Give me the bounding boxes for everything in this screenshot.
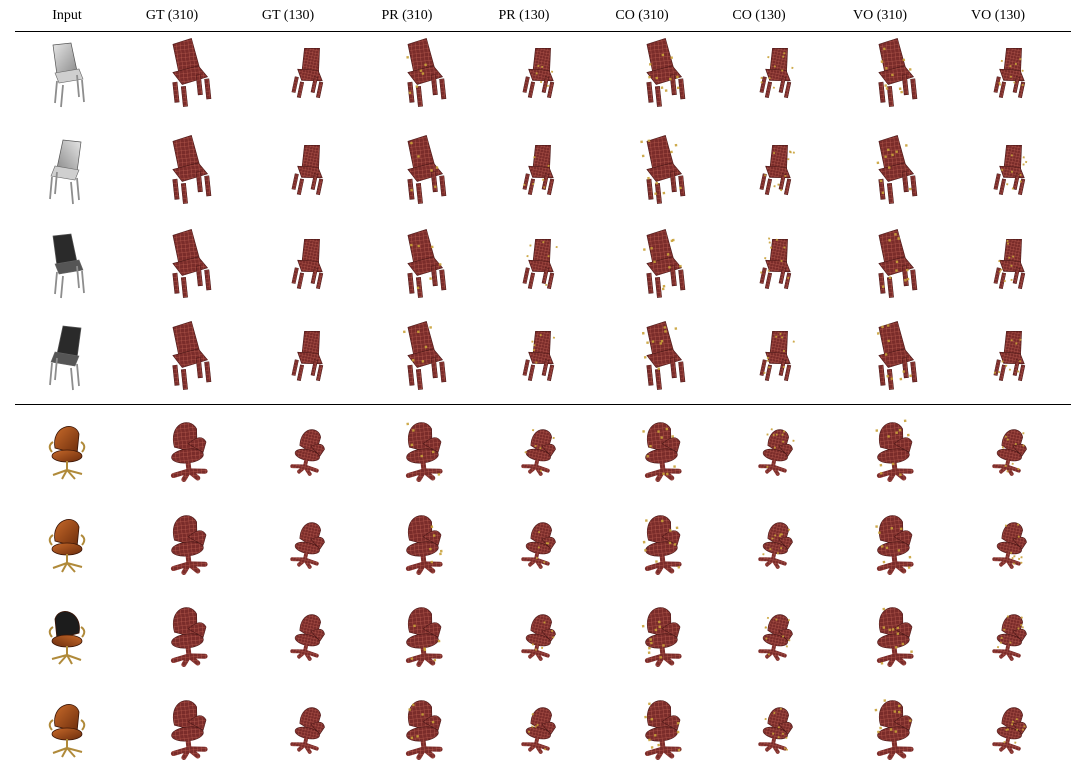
voxel-chair-row5-col7 [875, 419, 914, 482]
voxel-chair-row8-col8 [992, 707, 1027, 754]
voxel-chair-row1-col5 [646, 37, 686, 107]
voxel-chair-row2-col7 [876, 134, 918, 204]
voxel-chair-row4-col7 [876, 320, 918, 390]
column-header-co-310: CO (310) [615, 8, 669, 23]
voxel-chair-row5-col6 [758, 428, 795, 476]
voxel-chair-row3-col2 [291, 239, 324, 290]
voxel-chair-row2-col6 [759, 145, 795, 196]
voxel-chair-row8-col4 [521, 707, 556, 754]
voxel-chair-row8-col2 [290, 707, 325, 754]
voxel-chair-row7-col1 [170, 607, 208, 667]
voxel-chair-row6-col2 [290, 522, 325, 569]
voxel-chair-row8-col5 [644, 700, 682, 760]
column-header-vo-310: VO (310) [852, 8, 908, 23]
voxel-chair-row1-col3 [406, 37, 447, 107]
voxel-chair-row4-col4 [522, 331, 556, 382]
voxel-chair-row4-col8 [993, 331, 1026, 382]
voxel-chair-row5-col8 [992, 429, 1027, 476]
voxel-chair-row6-col1 [170, 515, 208, 575]
voxel-chair-row5-col5 [642, 422, 682, 482]
voxel-chair-row3-col6 [759, 237, 792, 290]
voxel-chair-row3-col4 [522, 239, 558, 290]
column-header-pr-310: PR (310) [381, 8, 433, 23]
header-rule [15, 31, 1071, 32]
voxel-chair-row4-col2 [291, 331, 324, 382]
voxel-chair-row2-col1 [172, 134, 212, 204]
voxel-chair-row6-col4 [521, 522, 556, 569]
voxel-chair-row1-col8 [993, 48, 1026, 99]
voxel-chair-row5-col4 [521, 429, 556, 476]
voxel-chair-row7-col5 [641, 607, 682, 667]
voxel-chair-row6-col3 [405, 515, 443, 575]
group-separator-rule [15, 404, 1071, 405]
black-chair-view-4-icon [49, 325, 82, 391]
voxel-chair-row3-col3 [407, 228, 447, 298]
voxel-chair-row7-col4 [521, 614, 556, 661]
voxel-chair-row3-col1 [172, 228, 212, 298]
column-header-co-130: CO (130) [732, 8, 786, 23]
voxel-chair-row6-col5 [642, 515, 682, 575]
voxel-chair-row1-col7 [878, 37, 918, 107]
voxel-chair-row2-col4 [522, 145, 555, 196]
voxel-chair-row2-col8 [993, 145, 1028, 196]
voxel-chair-row6-col7 [875, 515, 914, 575]
voxel-chair-row7-col7 [876, 607, 914, 667]
black-chair-view-3-icon [52, 233, 85, 299]
voxel-chair-row7-col8 [992, 614, 1027, 661]
gray-chair-view-1-icon [52, 42, 85, 108]
voxel-chair-row2-col5 [640, 134, 686, 204]
voxel-chair-row5-col2 [290, 429, 325, 476]
voxel-chair-row1-col6 [759, 48, 794, 99]
voxel-chair-row8-col7 [874, 699, 914, 760]
voxel-chair-row6-col6 [758, 522, 793, 569]
voxel-chair-row2-col3 [407, 134, 447, 204]
voxel-chair-row4-col5 [641, 320, 686, 390]
gray-chair-view-2-icon [49, 139, 82, 205]
voxel-chair-row7-col6 [758, 614, 793, 661]
column-header-gt-130: GT (130) [261, 8, 315, 23]
office-chair-view-1-icon [48, 426, 86, 480]
voxel-chair-row7-col3 [405, 607, 443, 667]
column-header-pr-130: PR (130) [498, 8, 550, 23]
voxel-chair-row8-col6 [758, 707, 793, 754]
voxel-chair-row4-col3 [402, 320, 447, 390]
voxel-chair-row4-col6 [759, 331, 795, 382]
column-header-gt-310: GT (310) [145, 8, 199, 23]
voxel-chair-row5-col1 [170, 422, 208, 482]
voxel-chair-row3-col7 [878, 228, 918, 298]
voxel-chair-row8-col3 [405, 700, 443, 760]
voxel-chair-row4-col1 [172, 320, 212, 390]
voxel-chair-row8-col1 [170, 700, 208, 760]
voxel-chair-row3-col8 [993, 239, 1026, 290]
voxel-chair-row1-col1 [172, 37, 212, 107]
office-chair-view-4-icon [48, 704, 86, 758]
figure-header: Input GT (310) GT (130) PR (310) PR (130… [0, 0, 1083, 32]
voxel-chair-row2-col2 [291, 145, 324, 196]
column-header-vo-130: VO (130) [970, 8, 1026, 23]
voxel-chair-row7-col2 [290, 614, 325, 661]
office-chair-view-2-icon [48, 519, 86, 573]
voxel-chair-row6-col8 [992, 522, 1027, 569]
column-header-input: Input [52, 8, 82, 23]
voxel-chair-row1-col2 [291, 48, 324, 99]
voxel-chair-row1-col4 [522, 48, 555, 99]
office-chair-view-3-icon [48, 611, 86, 665]
voxel-chair-row5-col3 [405, 422, 443, 482]
voxel-chair-row3-col5 [643, 228, 686, 298]
